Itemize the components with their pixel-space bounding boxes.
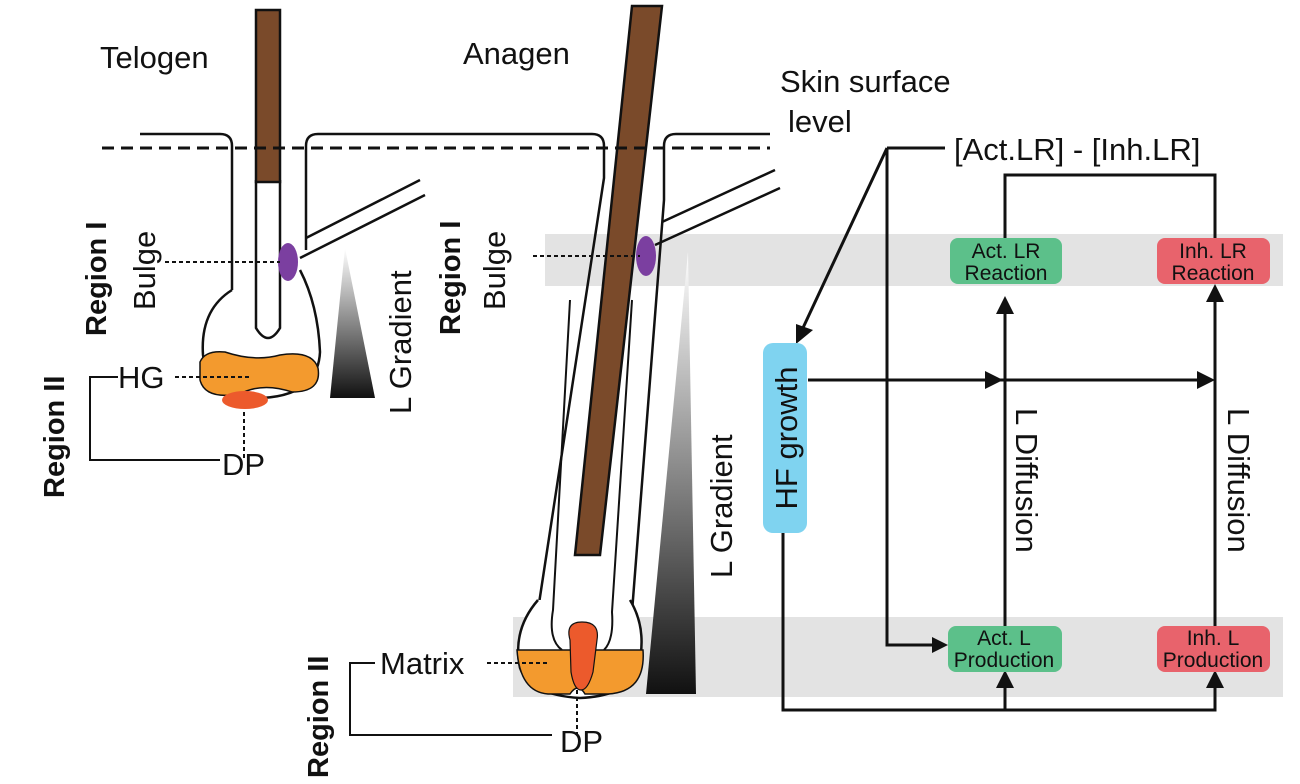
telogen-sebaceous-duct: [299, 178, 426, 260]
arrow-to-inh-lr-reaction: [1206, 284, 1224, 302]
telogen-hg-label: HG: [118, 360, 165, 395]
anagen-sebaceous-duct: [654, 168, 781, 247]
inh-lr-reaction-line1: Inh. LR: [1179, 240, 1247, 263]
act-lr-reaction-box: Act. LR Reaction: [950, 238, 1062, 285]
network-arrowheads: [796, 284, 1224, 688]
inh-l-production-box: Inh. L Production: [1157, 626, 1270, 672]
hf-growth-label: HF growth: [769, 367, 804, 510]
inh-lr-reaction-box: Inh. LR Reaction: [1157, 238, 1270, 285]
network-connectors: [781, 146, 1217, 712]
anagen-epidermis-right: [630, 132, 770, 613]
act-l-production-box: Act. L Production: [948, 626, 1062, 672]
arrow-growth-to-inh-diffusion: [1197, 371, 1215, 389]
anagen-follicle: [498, 4, 781, 700]
inh-l-production-line2: Production: [1163, 649, 1263, 672]
act-lr-reaction-line1: Act. LR: [972, 240, 1041, 263]
anagen-hair-shaft: [573, 4, 664, 557]
telogen-epidermis-right: [304, 132, 498, 250]
telogen-follicle: [140, 8, 498, 409]
act-lr-reaction-line2: Reaction: [965, 262, 1048, 285]
arrow-to-hf-growth: [796, 324, 813, 344]
anagen-dp-label: DP: [560, 724, 603, 759]
anagen-title: Anagen: [463, 36, 570, 71]
telogen-bulge: [278, 243, 298, 281]
telogen-dp-label: DP: [222, 447, 265, 482]
skin-surface-label-level: level: [788, 104, 852, 139]
telogen-hair-germ: [199, 350, 320, 397]
anagen-matrix-label: Matrix: [380, 646, 465, 681]
telogen-l-gradient-label: L Gradient: [383, 270, 418, 414]
telogen-hair-shaft: [254, 8, 282, 184]
telogen-l-gradient-wedge: [330, 248, 375, 398]
inh-lr-reaction-line2: Reaction: [1172, 262, 1255, 285]
arrow-growth-to-act-diffusion: [985, 371, 1003, 389]
anagen-region-2-label: Region II: [303, 656, 335, 778]
act-l-diffusion-label: L Diffusion: [1009, 408, 1044, 553]
skin-surface-label: Skin surface: [780, 64, 951, 99]
inh-l-diffusion-label: L Diffusion: [1221, 408, 1256, 553]
act-minus-inh-label: [Act.LR] - [Inh.LR]: [954, 132, 1200, 167]
arrow-to-act-lr-reaction: [996, 296, 1014, 314]
inh-l-production-line1: Inh. L: [1187, 627, 1240, 650]
act-l-production-line2: Production: [954, 649, 1054, 672]
telogen-bulge-label: Bulge: [127, 231, 162, 310]
telogen-title: Telogen: [100, 40, 209, 75]
telogen-dermal-papilla: [222, 391, 268, 409]
arrow-to-act-l-production-bottom: [996, 670, 1014, 688]
anagen-dermal-papilla: [568, 621, 599, 691]
anagen-bulge-label: Bulge: [477, 231, 512, 310]
anagen-inner-sheath: [550, 299, 633, 651]
telogen-region-1-label: Region I: [81, 222, 113, 336]
leader-lines: [89, 255, 640, 736]
anagen-l-gradient-wedge: [646, 252, 696, 694]
arrow-to-act-l-production: [932, 637, 948, 653]
arrow-to-inh-l-production-bottom: [1206, 670, 1224, 688]
anagen-region-1-label: Region I: [435, 221, 467, 335]
anagen-bulge: [636, 236, 656, 276]
act-l-production-line1: Act. L: [977, 627, 1031, 650]
telogen-region-2-label: Region II: [39, 376, 71, 498]
telogen-club-hair: [254, 180, 282, 340]
telogen-epidermis-left: [140, 132, 234, 290]
hf-growth-box: HF growth: [763, 343, 807, 533]
anagen-l-gradient-label: L Gradient: [704, 434, 739, 578]
anagen-epidermis-left: [498, 132, 606, 611]
